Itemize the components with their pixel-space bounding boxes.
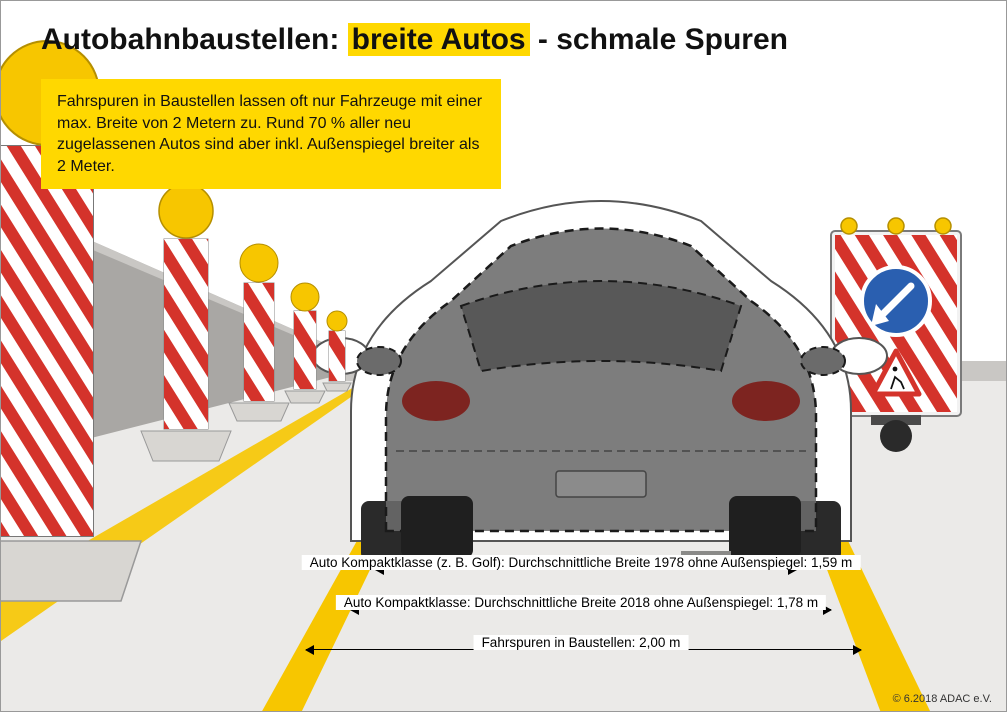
headline-part2: - schmale Spuren (530, 23, 788, 56)
measurement-row-2: Auto Kompaktklasse: Durchschnittliche Br… (261, 603, 901, 631)
infographic-canvas: Autobahnbaustellen: breite Autos - schma… (0, 0, 1007, 712)
info-box: Fahrspuren in Baustellen lassen oft nur … (41, 79, 501, 189)
tail-light-left (402, 381, 470, 421)
tail-light-right (732, 381, 800, 421)
measurement-label-2: Auto Kompaktklasse: Durchschnittliche Br… (336, 595, 826, 610)
headline: Autobahnbaustellen: breite Autos - schma… (41, 23, 788, 57)
measurement-label-1: Auto Kompaktklasse (z. B. Golf): Durchsc… (302, 555, 861, 570)
measurement-label-3: Fahrspuren in Baustellen: 2,00 m (474, 635, 689, 650)
headline-highlight: breite Autos (348, 23, 530, 56)
headline-part1: Autobahnbaustellen: (41, 23, 348, 56)
license-plate (556, 471, 646, 497)
copyright-text: © 6.2018 ADAC e.V. (893, 693, 992, 705)
measurement-row-1: Auto Kompaktklasse (z. B. Golf): Durchsc… (261, 563, 901, 591)
measurement-block: Auto Kompaktklasse (z. B. Golf): Durchsc… (261, 563, 901, 683)
measurement-row-3: Fahrspuren in Baustellen: 2,00 m (261, 643, 901, 671)
